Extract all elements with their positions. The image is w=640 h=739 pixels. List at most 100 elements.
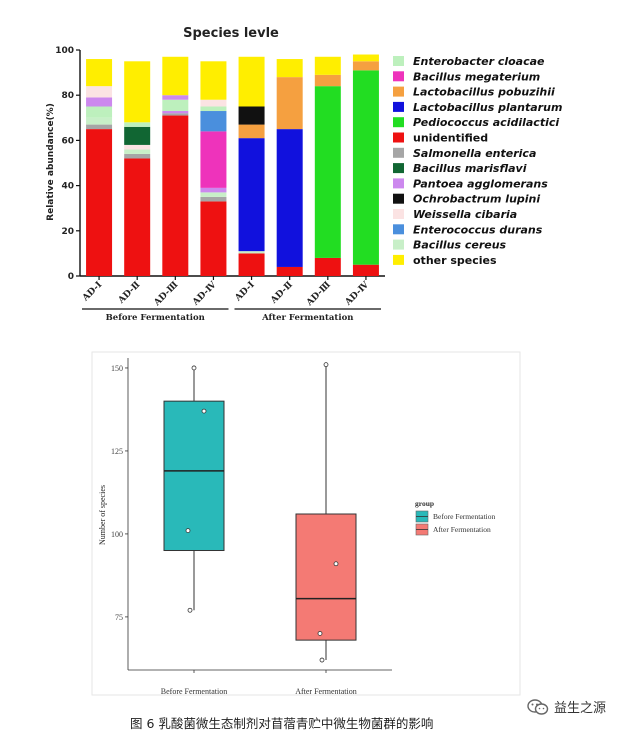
bar-segment bbox=[124, 153, 151, 159]
legend-swatch bbox=[393, 254, 404, 265]
bar-segment bbox=[352, 70, 379, 265]
legend-swatch bbox=[393, 147, 404, 158]
legend-swatch bbox=[393, 209, 404, 219]
legend-swatch bbox=[393, 178, 404, 189]
legend-label: Salmonella enterica bbox=[413, 147, 536, 160]
y-tick-label: 60 bbox=[61, 136, 74, 146]
legend-label: Lactobacillus pobuzihii bbox=[413, 86, 555, 99]
bar-segment bbox=[162, 115, 189, 276]
box-y-axis-label: Number of species bbox=[98, 485, 107, 545]
legend-label: Bacillus megaterium bbox=[413, 70, 540, 83]
data-point bbox=[185, 528, 191, 533]
bar-segment bbox=[200, 61, 227, 100]
legend-label: Ochrobactrum lupini bbox=[413, 193, 540, 206]
bar-segment bbox=[200, 131, 227, 188]
stacked-bar-chart: Species levle Relative abundance(%) 0 20 4… bbox=[46, 26, 562, 323]
data-point bbox=[323, 362, 329, 368]
bar-segment bbox=[162, 95, 189, 100]
legend-swatch bbox=[393, 86, 404, 97]
legend-label: Bacillus marisflavi bbox=[413, 162, 527, 175]
bar-segment bbox=[124, 144, 151, 150]
bar-segment bbox=[86, 117, 113, 125]
chart-title: Species levle bbox=[183, 26, 279, 41]
legend-swatch bbox=[393, 224, 404, 235]
bar-segment bbox=[124, 126, 151, 145]
bar-stacks bbox=[86, 54, 379, 276]
bar-segment bbox=[200, 106, 227, 112]
data-point bbox=[201, 408, 207, 414]
bar-segment bbox=[162, 56, 189, 96]
legend-swatch bbox=[393, 239, 404, 250]
y-tick-label: 40 bbox=[61, 182, 74, 192]
watermark-logo: 益生之源 bbox=[527, 697, 606, 716]
bar-segment bbox=[238, 124, 265, 139]
box-x-tick-label: Before Fermentation bbox=[161, 687, 227, 696]
legend-label: Lactobacillus plantarum bbox=[413, 101, 562, 114]
box-axes: 75 100 125 150 Before Fermentation After Ferm… bbox=[111, 358, 392, 696]
box-legend-title: group bbox=[415, 499, 434, 508]
group-labels: Before Fermentation After Fermentation bbox=[82, 308, 381, 323]
bar-segment bbox=[238, 138, 265, 252]
y-axis-label: Relative abundance(%) bbox=[46, 103, 56, 221]
box-y-tick-label: 100 bbox=[111, 530, 123, 539]
bar-segment bbox=[238, 253, 265, 276]
bar-segment bbox=[124, 149, 151, 154]
box-y-tick-label: 75 bbox=[115, 613, 123, 622]
bar-segment bbox=[200, 201, 227, 276]
box-x-tick-label: After Fermentation bbox=[295, 687, 357, 696]
bar-segment bbox=[86, 124, 113, 130]
legend-swatch bbox=[393, 193, 404, 204]
bar-segment bbox=[86, 97, 113, 107]
bar-segment bbox=[86, 59, 113, 87]
bar-segment bbox=[276, 59, 303, 78]
bar-segment bbox=[352, 61, 379, 71]
legend-label: unidentified bbox=[413, 132, 488, 145]
data-point bbox=[191, 365, 197, 371]
bar-segment bbox=[314, 74, 341, 87]
bar-segment bbox=[200, 196, 227, 202]
bar-segment bbox=[238, 56, 265, 107]
box-iqr bbox=[295, 513, 357, 641]
box-y-tick-label: 125 bbox=[111, 447, 123, 456]
box-y-tick-label: 150 bbox=[111, 364, 123, 373]
group-label: Before Fermentation bbox=[106, 313, 205, 323]
wechat-icon bbox=[527, 698, 549, 715]
bar-segment bbox=[124, 61, 151, 123]
bar-segment bbox=[124, 158, 151, 276]
y-tick-label: 20 bbox=[61, 227, 74, 237]
bar-segment bbox=[162, 99, 189, 112]
box-legend-label: Before Fermentation bbox=[433, 512, 496, 521]
legend-label: Weissella cibaria bbox=[413, 208, 517, 221]
data-point bbox=[317, 631, 323, 636]
bar-segment bbox=[314, 257, 341, 276]
bar-segment bbox=[276, 77, 303, 130]
bar-segment bbox=[200, 192, 227, 197]
bar-segment bbox=[86, 129, 113, 276]
bar-segment bbox=[200, 99, 227, 107]
y-tick-label: 80 bbox=[61, 91, 74, 101]
legend-label: other species bbox=[413, 254, 497, 267]
group-label: After Fermentation bbox=[261, 313, 353, 323]
bar-segment bbox=[200, 187, 227, 193]
legend-swatch bbox=[393, 132, 404, 143]
bar-segment bbox=[238, 106, 265, 125]
watermark-text: 益生之源 bbox=[554, 701, 607, 716]
box-legend-label: After Fermentation bbox=[433, 525, 491, 534]
box-iqr bbox=[163, 400, 225, 552]
bar-segment bbox=[86, 86, 113, 98]
bar-segment bbox=[314, 86, 341, 258]
bar-segment bbox=[352, 264, 379, 276]
legend-label: Enterococcus durans bbox=[413, 223, 543, 236]
data-point bbox=[187, 607, 193, 613]
legend-swatch bbox=[393, 117, 404, 128]
bar-segment bbox=[352, 54, 379, 62]
bar-segment bbox=[200, 111, 227, 132]
legend-swatch bbox=[393, 71, 404, 82]
legend-swatch bbox=[393, 163, 404, 174]
bar-segment bbox=[276, 266, 303, 276]
chart-legend: Enterobacter cloacae Bacillus megaterium L… bbox=[393, 55, 562, 267]
legend-label: Bacillus cereus bbox=[413, 239, 507, 252]
legend-label: Pantoea agglomerans bbox=[413, 177, 548, 190]
legend-swatch bbox=[393, 56, 404, 66]
bar-segment bbox=[86, 106, 113, 118]
